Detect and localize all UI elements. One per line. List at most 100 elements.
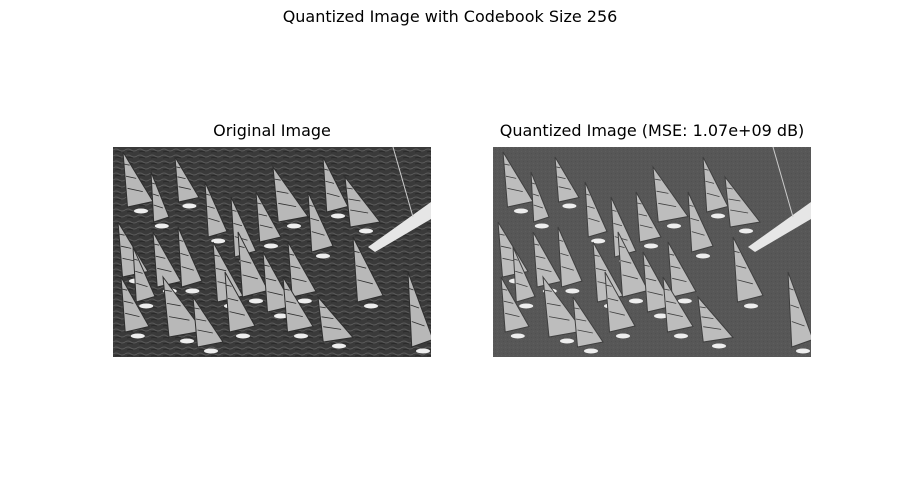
sail-stripe — [311, 231, 325, 236]
sail-shape — [122, 151, 154, 208]
sail-shape — [162, 275, 204, 338]
board-shape — [591, 238, 606, 244]
sail-stripe — [232, 209, 237, 212]
sail-shape — [542, 275, 584, 338]
sail-stripe — [533, 204, 544, 209]
sail-stripe — [637, 202, 642, 205]
board-shape — [654, 313, 668, 319]
sail-stripe — [537, 267, 552, 272]
board-shape — [712, 343, 726, 349]
sail-shape — [500, 276, 530, 333]
sail-stripe — [285, 300, 297, 304]
sail-stripe — [544, 289, 552, 292]
sail-shape — [557, 226, 583, 288]
board-shape — [562, 203, 577, 209]
sail-stripe — [789, 288, 794, 291]
board-shape — [677, 298, 692, 304]
sail-stripe — [257, 202, 262, 205]
sail-stripe — [284, 288, 290, 291]
sail-stripe — [588, 217, 600, 222]
sail-stripe — [606, 284, 612, 287]
sail-stripe — [556, 166, 561, 169]
sail-stripe — [208, 217, 220, 222]
board-shape — [287, 223, 301, 229]
sail-stripe — [585, 193, 590, 196]
sail-shape — [617, 231, 649, 298]
sail-stripe — [194, 307, 200, 310]
sail-stripe — [705, 180, 715, 184]
sail-stripe — [152, 193, 160, 197]
sail-shape — [502, 151, 534, 208]
sail-stripe — [665, 300, 677, 304]
sail-stripe — [513, 258, 518, 261]
board-shape — [739, 228, 753, 234]
sail-stripe — [620, 260, 632, 264]
sail-shape — [255, 191, 282, 243]
sail-stripe — [409, 288, 414, 291]
sail-stripe — [535, 255, 546, 259]
sail-stripe — [644, 264, 650, 267]
sail-stripe — [309, 204, 314, 207]
sail-shape — [512, 246, 536, 303]
sail-stripe — [515, 270, 523, 274]
sail-stripe — [638, 213, 648, 217]
sail-stripe — [654, 178, 661, 181]
sail-stripe — [594, 254, 600, 257]
sail-shape — [120, 276, 150, 333]
sail-stripe — [699, 306, 706, 309]
board-shape — [274, 313, 288, 319]
board-shape — [130, 333, 145, 339]
sail-shape — [272, 165, 309, 223]
board-shape — [249, 298, 263, 304]
sail-stripe — [214, 254, 220, 257]
sail-stripe — [734, 250, 740, 253]
board-shape — [510, 333, 525, 339]
board-shape — [667, 223, 681, 229]
sail-stripe — [560, 253, 569, 257]
sail-stripe — [180, 253, 189, 257]
board-shape — [180, 338, 194, 344]
board-shape — [644, 243, 658, 249]
sail-shape — [572, 296, 604, 348]
sail-stripe — [274, 178, 281, 181]
sail-stripe — [354, 250, 360, 253]
sail-shape — [732, 236, 764, 303]
sail-stripe — [790, 304, 800, 309]
sail-stripe — [574, 307, 580, 310]
sail-stripe — [136, 282, 148, 287]
sail-stripe — [689, 204, 694, 207]
sail-stripe — [155, 255, 166, 259]
sail-stripe — [532, 193, 540, 197]
board-shape — [185, 288, 200, 294]
board-shape — [616, 333, 630, 339]
sail-stripe — [499, 233, 505, 236]
sail-stripe — [704, 168, 709, 171]
sail-stripe — [546, 303, 561, 307]
sail-stripe — [207, 205, 215, 209]
sail-stripe — [267, 291, 283, 296]
sail-stripe — [667, 312, 683, 317]
sail-shape — [152, 231, 182, 288]
quantized-image-title: Quantized Image (MSE: 1.07e+09 dB) — [499, 121, 805, 140]
board-shape — [416, 348, 430, 354]
sail-stripe — [577, 329, 593, 334]
sail-stripe — [357, 279, 373, 285]
sail-stripe — [507, 187, 523, 192]
sail-shape — [667, 241, 697, 298]
sail-stripe — [227, 298, 239, 302]
original-image — [113, 147, 431, 357]
board-shape — [744, 303, 758, 309]
sail-stripe — [166, 303, 181, 307]
sail-stripe — [265, 278, 277, 282]
sail-stripe — [133, 258, 138, 261]
sail-stripe — [503, 300, 514, 304]
sail-stripe — [177, 176, 186, 179]
sail-shape — [687, 191, 714, 253]
sail-stripe — [319, 306, 326, 309]
sail-stripe — [119, 233, 125, 236]
sail-stripe — [559, 239, 564, 242]
board-shape — [565, 288, 580, 294]
sail-shape — [287, 241, 317, 298]
sail-shape — [177, 226, 203, 288]
board-shape — [629, 298, 643, 304]
